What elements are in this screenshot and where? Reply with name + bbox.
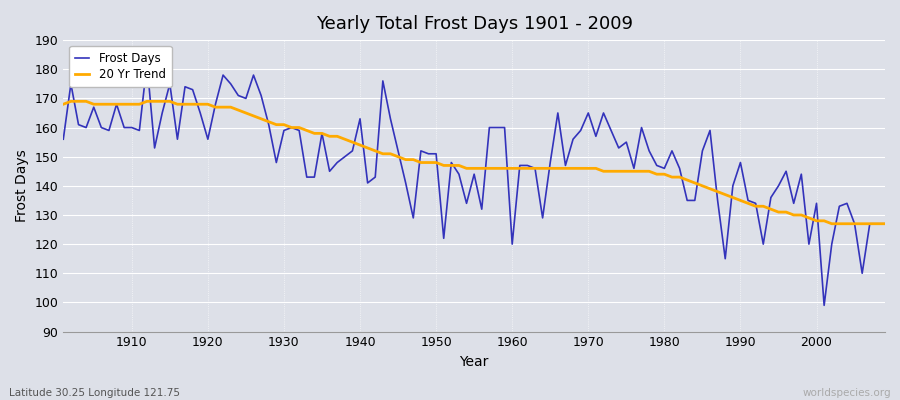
Frost Days bbox=[141, 61, 152, 66]
Frost Days bbox=[879, 221, 890, 226]
Frost Days bbox=[293, 128, 304, 133]
Frost Days bbox=[119, 125, 130, 130]
Line: 20 Yr Trend: 20 Yr Trend bbox=[63, 101, 885, 224]
20 Yr Trend bbox=[826, 221, 837, 226]
Legend: Frost Days, 20 Yr Trend: Frost Days, 20 Yr Trend bbox=[69, 46, 172, 87]
Frost Days bbox=[515, 163, 526, 168]
20 Yr Trend bbox=[58, 102, 68, 107]
Frost Days bbox=[507, 242, 517, 246]
20 Yr Trend bbox=[507, 166, 517, 171]
20 Yr Trend bbox=[879, 221, 890, 226]
Frost Days bbox=[339, 154, 350, 159]
20 Yr Trend bbox=[606, 169, 616, 174]
20 Yr Trend bbox=[515, 166, 526, 171]
Title: Yearly Total Frost Days 1901 - 2009: Yearly Total Frost Days 1901 - 2009 bbox=[316, 15, 633, 33]
20 Yr Trend bbox=[339, 137, 350, 142]
Line: Frost Days: Frost Days bbox=[63, 64, 885, 305]
X-axis label: Year: Year bbox=[460, 355, 489, 369]
Y-axis label: Frost Days: Frost Days bbox=[15, 150, 29, 222]
Text: Latitude 30.25 Longitude 121.75: Latitude 30.25 Longitude 121.75 bbox=[9, 388, 180, 398]
20 Yr Trend bbox=[293, 125, 304, 130]
Text: worldspecies.org: worldspecies.org bbox=[803, 388, 891, 398]
Frost Days bbox=[606, 128, 616, 133]
Frost Days bbox=[819, 303, 830, 308]
Frost Days bbox=[58, 137, 68, 142]
20 Yr Trend bbox=[66, 99, 77, 104]
20 Yr Trend bbox=[126, 102, 137, 107]
